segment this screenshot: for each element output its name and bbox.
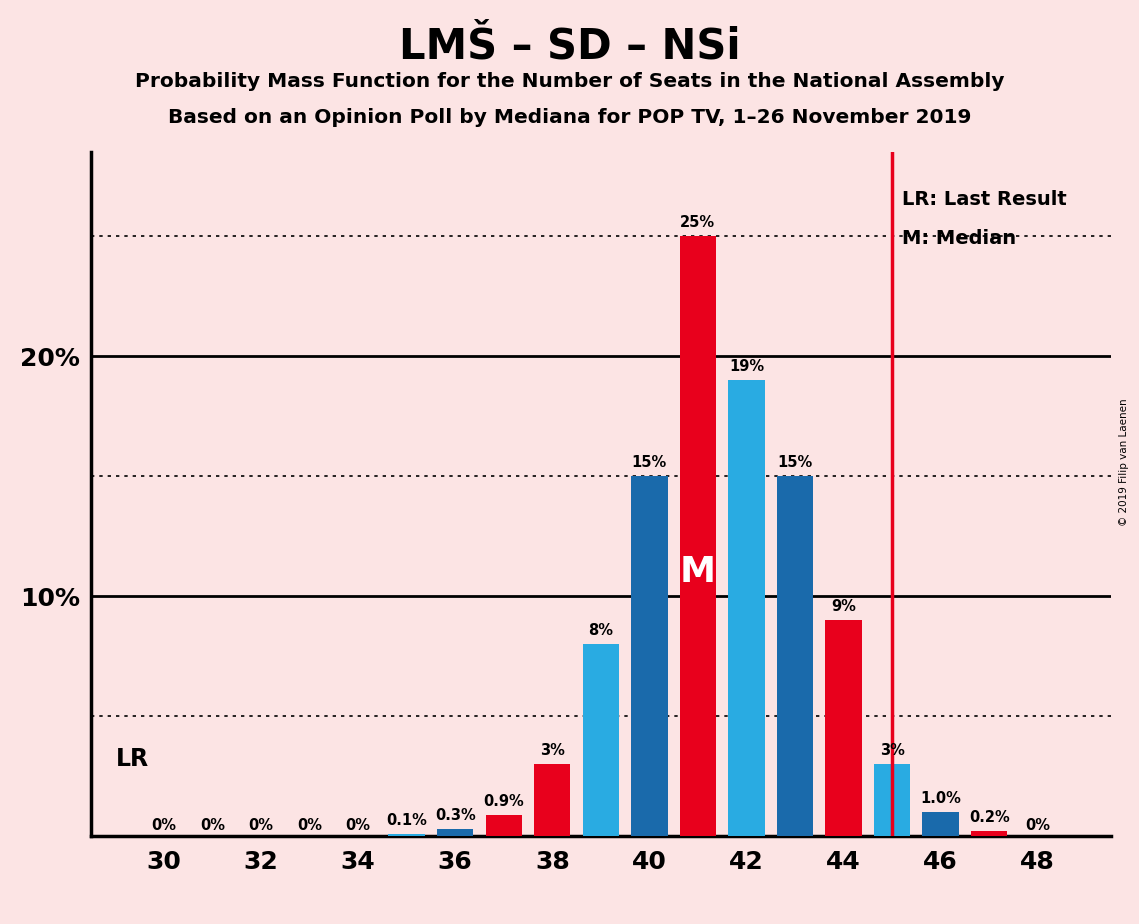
Text: 0%: 0%	[297, 819, 322, 833]
Bar	[970, 832, 1007, 836]
Text: 0.9%: 0.9%	[483, 794, 524, 808]
Text: LMŠ – SD – NSi: LMŠ – SD – NSi	[399, 26, 740, 67]
Text: 0%: 0%	[248, 819, 273, 833]
Bar	[826, 620, 862, 836]
Bar	[874, 764, 910, 836]
Bar	[777, 477, 813, 836]
Text: 0.3%: 0.3%	[435, 808, 476, 823]
Text: 0.2%: 0.2%	[969, 810, 1009, 825]
Bar	[437, 829, 474, 836]
Text: 15%: 15%	[778, 456, 812, 470]
Text: LR: LR	[115, 748, 148, 772]
Text: 15%: 15%	[632, 456, 667, 470]
Bar	[534, 764, 571, 836]
Text: 0%: 0%	[200, 819, 226, 833]
Text: M: Median: M: Median	[902, 229, 1016, 248]
Text: 0%: 0%	[1025, 819, 1050, 833]
Text: 0.1%: 0.1%	[386, 813, 427, 828]
Text: 25%: 25%	[680, 215, 715, 230]
Text: 1.0%: 1.0%	[920, 791, 961, 807]
Text: © 2019 Filip van Laenen: © 2019 Filip van Laenen	[1120, 398, 1129, 526]
Bar	[680, 237, 716, 836]
Text: LR: Last Result: LR: Last Result	[902, 190, 1066, 209]
Text: 19%: 19%	[729, 359, 764, 374]
Text: Based on an Opinion Poll by Mediana for POP TV, 1–26 November 2019: Based on an Opinion Poll by Mediana for …	[167, 108, 972, 128]
Bar	[728, 381, 764, 836]
Text: 3%: 3%	[540, 743, 565, 759]
Text: 0%: 0%	[345, 819, 370, 833]
Text: 8%: 8%	[589, 624, 613, 638]
Text: M: M	[680, 555, 716, 590]
Bar	[923, 812, 959, 836]
Text: 3%: 3%	[879, 743, 904, 759]
Bar	[485, 815, 522, 836]
Bar	[388, 833, 425, 836]
Bar	[631, 477, 667, 836]
Bar	[583, 644, 618, 836]
Text: 0%: 0%	[151, 819, 177, 833]
Text: Probability Mass Function for the Number of Seats in the National Assembly: Probability Mass Function for the Number…	[134, 72, 1005, 91]
Text: 9%: 9%	[831, 600, 857, 614]
